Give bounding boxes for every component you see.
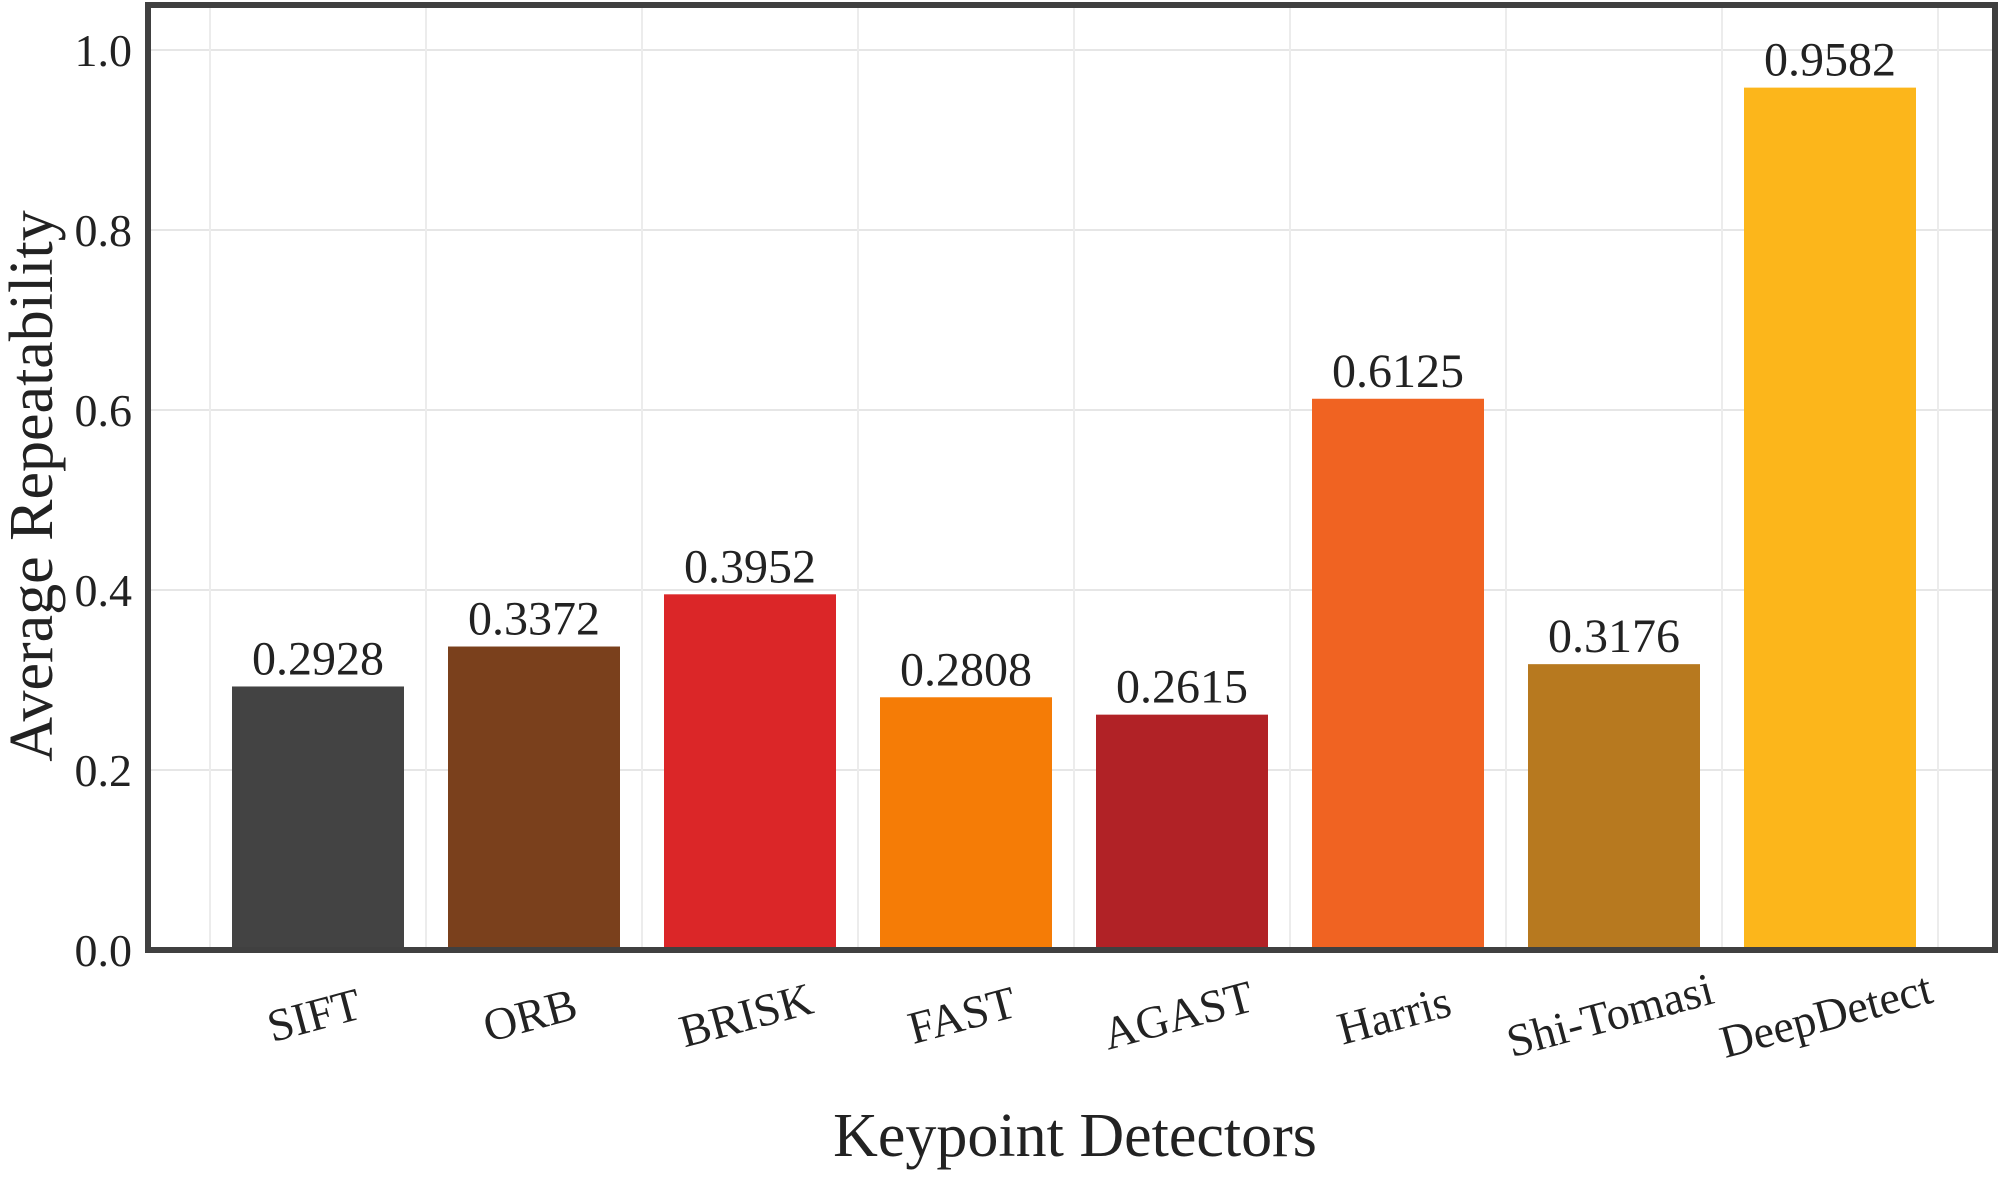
x-axis-ticks: SIFT ORB BRISK FAST AGAST Harris Shi-TomasiDee… xyxy=(262,962,1938,1068)
data-labels: 0.2928 0.3372 0.3952 0.2808 0.2615 0.6125 0.31… xyxy=(252,34,1896,714)
x-tick-label: Shi-Tomasi xyxy=(1501,963,1718,1067)
y-tick-label: 0.0 xyxy=(75,925,133,976)
x-tick-label: DeepDetect xyxy=(1715,962,1938,1068)
bar-orb xyxy=(448,646,620,950)
bar-value-label: 0.3952 xyxy=(684,540,816,593)
plot-frame xyxy=(145,2,1998,953)
bar-value-label: 0.3372 xyxy=(468,593,600,646)
bar-value-label: 0.2928 xyxy=(252,632,384,685)
bar-deepdetect xyxy=(1744,87,1916,951)
x-tick-label: BRISK xyxy=(674,973,818,1057)
y-axis-ticks: 0.0 0.2 0.4 0.6 0.8 1.0 xyxy=(75,25,133,976)
bar-agast xyxy=(1096,714,1268,950)
x-tick-label: FAST xyxy=(903,976,1022,1053)
y-tick-label: 0.2 xyxy=(75,745,133,796)
bar-brisk xyxy=(664,594,836,950)
bars xyxy=(232,87,1916,951)
x-tick-label: SIFT xyxy=(262,978,367,1052)
y-axis-title: Average Repeatability xyxy=(0,210,66,761)
y-tick-label: 0.6 xyxy=(75,385,133,436)
x-tick-label: ORB xyxy=(478,978,583,1052)
bar-fast xyxy=(880,697,1052,950)
bar-value-label: 0.2808 xyxy=(900,643,1032,696)
y-tick-label: 0.8 xyxy=(75,205,133,256)
bar-sift xyxy=(232,686,404,950)
bar-value-label: 0.2615 xyxy=(1116,661,1248,714)
bar-harris xyxy=(1312,398,1484,950)
bar-shi-tomasi xyxy=(1528,664,1700,950)
bar-value-label: 0.6125 xyxy=(1332,345,1464,398)
y-tick-label: 0.4 xyxy=(75,565,133,616)
bar-value-label: 0.9582 xyxy=(1764,34,1896,87)
y-tick-label: 1.0 xyxy=(75,25,133,76)
x-tick-label: AGAST xyxy=(1097,971,1258,1060)
x-tick-label: Harris xyxy=(1332,976,1456,1055)
grid-lines xyxy=(148,5,1995,951)
bar-value-label: 0.3176 xyxy=(1548,610,1680,663)
x-axis-title: Keypoint Detectors xyxy=(833,1102,1317,1170)
